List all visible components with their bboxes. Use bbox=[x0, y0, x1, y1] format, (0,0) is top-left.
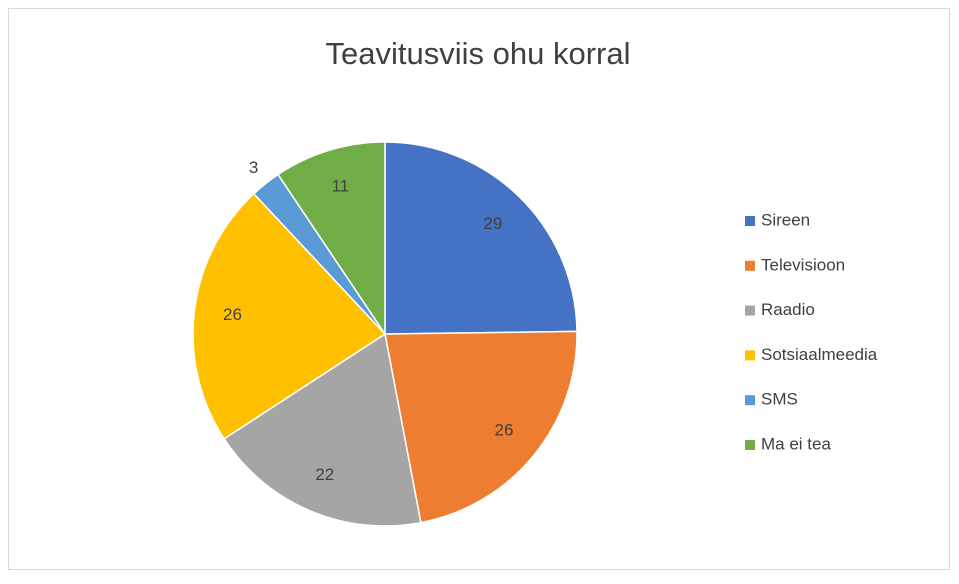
legend-label: Televisioon bbox=[761, 255, 845, 274]
data-label: 22 bbox=[315, 465, 334, 484]
legend-label: Raadio bbox=[761, 300, 815, 319]
chart-title: Teavitusviis ohu korral bbox=[326, 36, 631, 71]
legend-label: Sireen bbox=[761, 210, 810, 229]
legend-label: SMS bbox=[761, 390, 798, 409]
pie-slice bbox=[192, 192, 387, 440]
legend-swatch bbox=[745, 350, 755, 361]
pie-slice bbox=[223, 332, 422, 527]
data-label: 29 bbox=[483, 214, 502, 233]
legend-swatch bbox=[745, 216, 755, 226]
legend-swatch bbox=[745, 395, 755, 406]
data-label: 26 bbox=[495, 421, 514, 440]
pie-slice bbox=[277, 141, 386, 337]
legend-label: Sotsiaalmeedia bbox=[761, 345, 878, 364]
legend-label: Ma ei tea bbox=[761, 434, 831, 453]
pie-slice bbox=[384, 330, 578, 524]
legend-swatch bbox=[745, 440, 755, 450]
legend-swatch bbox=[745, 260, 755, 271]
pie-slice bbox=[384, 141, 578, 335]
data-label: 11 bbox=[331, 177, 349, 196]
data-label: 26 bbox=[223, 305, 242, 324]
legend-swatch bbox=[745, 305, 755, 316]
data-label: 3 bbox=[249, 158, 258, 177]
